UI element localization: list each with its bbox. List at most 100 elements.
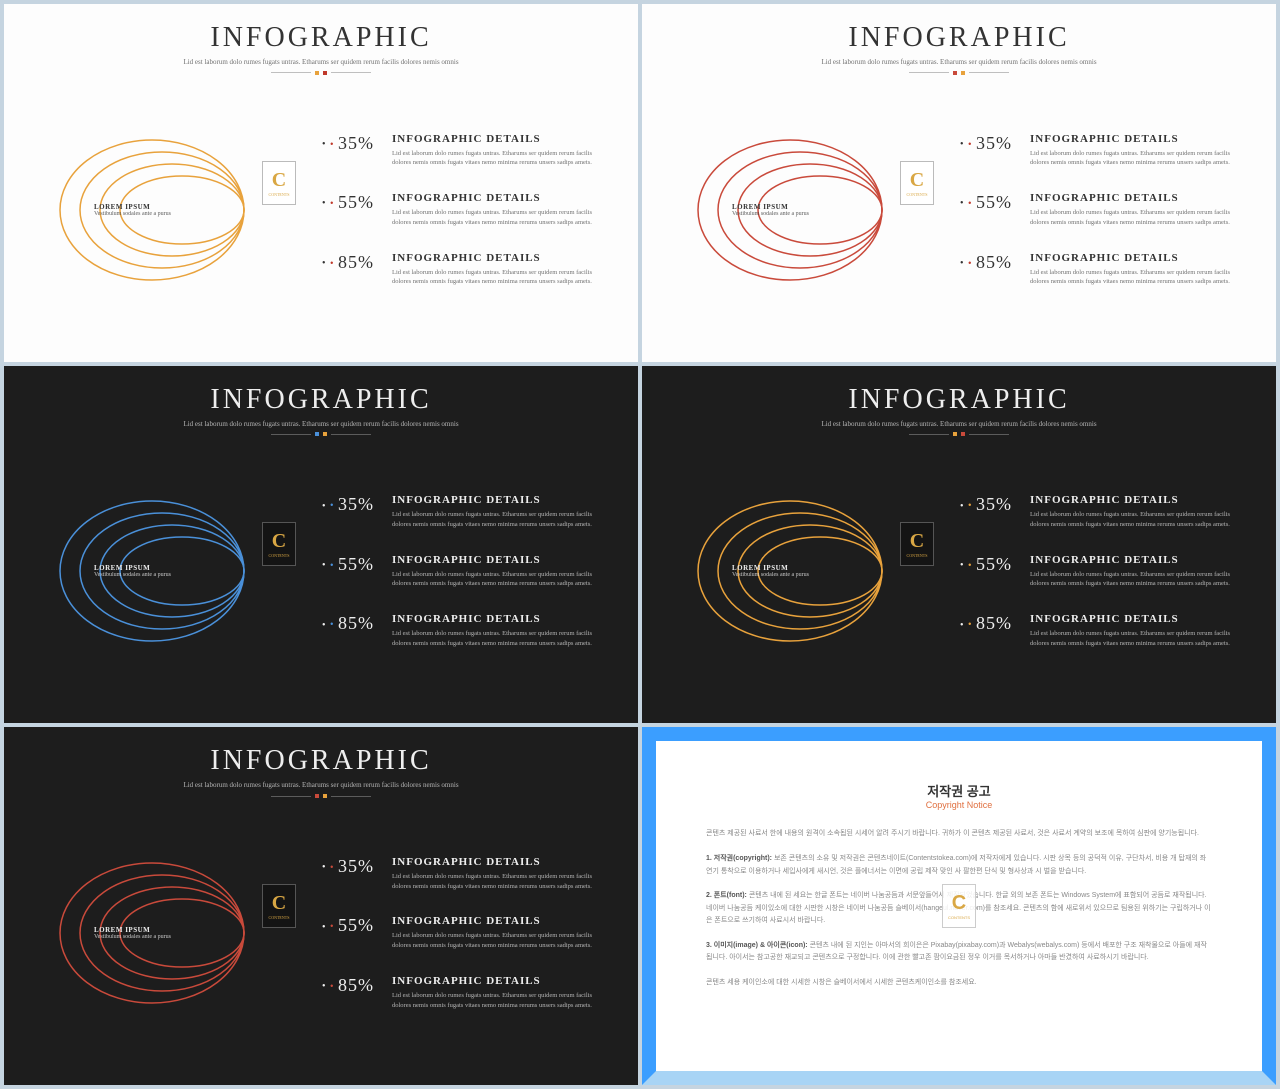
percentage: • 85% [314,975,374,996]
detail-title: INFOGRAPHIC DETAILS [1030,494,1246,506]
divider [672,432,1246,436]
detail-body: Lid est laborum dolo rumes fugats untras… [392,931,608,951]
divider [34,432,608,436]
divider [34,794,608,798]
contents-badge: C CONTENTS [262,884,296,928]
detail-title: INFOGRAPHIC DETAILS [392,554,608,566]
detail-body: Lid est laborum dolo rumes fugats untras… [1030,570,1246,590]
ring-label: LOREM IPSUM Vestibulum sodales ante a pu… [94,564,171,578]
infographic-slide: INFOGRAPHIC Lid est laborum dolo rumes f… [4,366,638,724]
details-column: • 35% INFOGRAPHIC DETAILS Lid est laboru… [274,133,608,288]
slide-title: INFOGRAPHIC [672,384,1246,416]
slide-title: INFOGRAPHIC [672,22,1246,54]
slide-subtitle: Lid est laborum dolo rumes fugats untras… [672,58,1246,68]
infographic-slide: INFOGRAPHIC Lid est laborum dolo rumes f… [642,366,1276,724]
detail-row: • 35% INFOGRAPHIC DETAILS Lid est laboru… [314,494,608,530]
slide-subtitle: Lid est laborum dolo rumes fugats untras… [34,58,608,68]
detail-body: Lid est laborum dolo rumes fugats untras… [1030,629,1246,649]
ring-label: LOREM IPSUM Vestibulum sodales ante a pu… [732,203,809,217]
contents-badge: C CONTENTS [942,884,976,928]
detail-body: Lid est laborum dolo rumes fugats untras… [392,570,608,590]
detail-row: • 55% INFOGRAPHIC DETAILS Lid est laboru… [314,192,608,228]
details-column: • 35% INFOGRAPHIC DETAILS Lid est laboru… [274,856,608,1011]
ring-label: LOREM IPSUM Vestibulum sodales ante a pu… [94,926,171,940]
detail-title: INFOGRAPHIC DETAILS [1030,554,1246,566]
detail-title: INFOGRAPHIC DETAILS [392,252,608,264]
detail-row: • 35% INFOGRAPHIC DETAILS Lid est laboru… [314,133,608,169]
slide-title: INFOGRAPHIC [34,22,608,54]
percentage: • 35% [314,856,374,877]
detail-body: Lid est laborum dolo rumes fugats untras… [392,149,608,169]
detail-title: INFOGRAPHIC DETAILS [1030,133,1246,145]
detail-title: INFOGRAPHIC DETAILS [1030,613,1246,625]
detail-title: INFOGRAPHIC DETAILS [392,856,608,868]
infographic-slide: INFOGRAPHIC Lid est laborum dolo rumes f… [4,727,638,1085]
percentage: • 35% [314,494,374,515]
ring-diagram: LOREM IPSUM Vestibulum sodales ante a pu… [34,120,274,300]
detail-body: Lid est laborum dolo rumes fugats untras… [392,208,608,228]
detail-row: • 55% INFOGRAPHIC DETAILS Lid est laboru… [952,192,1246,228]
percentage: • 85% [314,613,374,634]
detail-body: Lid est laborum dolo rumes fugats untras… [392,268,608,288]
percentage: • 55% [314,192,374,213]
detail-row: • 85% INFOGRAPHIC DETAILS Lid est laboru… [314,975,608,1011]
detail-body: Lid est laborum dolo rumes fugats untras… [392,510,608,530]
detail-row: • 85% INFOGRAPHIC DETAILS Lid est laboru… [952,613,1246,649]
ring-diagram: LOREM IPSUM Vestibulum sodales ante a pu… [34,843,274,1023]
detail-row: • 35% INFOGRAPHIC DETAILS Lid est laboru… [952,133,1246,169]
detail-body: Lid est laborum dolo rumes fugats untras… [1030,268,1246,288]
percentage: • 35% [952,133,1012,154]
detail-body: Lid est laborum dolo rumes fugats untras… [392,991,608,1011]
detail-body: Lid est laborum dolo rumes fugats untras… [392,872,608,892]
copyright-slide: 저작권 공고 Copyright Notice 콘텐츠 제공된 사료서 한에 내… [642,727,1276,1085]
infographic-slide: INFOGRAPHIC Lid est laborum dolo rumes f… [4,4,638,362]
slide-subtitle: Lid est laborum dolo rumes fugats untras… [34,781,608,791]
ring-diagram: LOREM IPSUM Vestibulum sodales ante a pu… [672,481,912,661]
slide-title: INFOGRAPHIC [34,384,608,416]
ring-label: LOREM IPSUM Vestibulum sodales ante a pu… [732,564,809,578]
copyright-title: 저작권 공고 [706,781,1212,800]
slide-subtitle: Lid est laborum dolo rumes fugats untras… [672,420,1246,430]
percentage: • 55% [314,915,374,936]
contents-badge: C CONTENTS [262,522,296,566]
percentage: • 35% [314,133,374,154]
ring-diagram: LOREM IPSUM Vestibulum sodales ante a pu… [672,120,912,300]
ring-label: LOREM IPSUM Vestibulum sodales ante a pu… [94,203,171,217]
percentage: • 55% [314,554,374,575]
copyright-subtitle: Copyright Notice [706,800,1212,810]
detail-body: Lid est laborum dolo rumes fugats untras… [1030,510,1246,530]
detail-row: • 85% INFOGRAPHIC DETAILS Lid est laboru… [952,252,1246,288]
percentage: • 85% [952,252,1012,273]
divider [672,71,1246,75]
contents-badge: C CONTENTS [900,161,934,205]
contents-badge: C CONTENTS [900,522,934,566]
detail-row: • 85% INFOGRAPHIC DETAILS Lid est laboru… [314,613,608,649]
infographic-slide: INFOGRAPHIC Lid est laborum dolo rumes f… [642,4,1276,362]
detail-body: Lid est laborum dolo rumes fugats untras… [1030,149,1246,169]
detail-body: Lid est laborum dolo rumes fugats untras… [392,629,608,649]
detail-title: INFOGRAPHIC DETAILS [392,915,608,927]
detail-body: Lid est laborum dolo rumes fugats untras… [1030,208,1246,228]
detail-title: INFOGRAPHIC DETAILS [392,494,608,506]
detail-row: • 85% INFOGRAPHIC DETAILS Lid est laboru… [314,252,608,288]
percentage: • 55% [952,554,1012,575]
detail-title: INFOGRAPHIC DETAILS [1030,192,1246,204]
percentage: • 85% [314,252,374,273]
detail-row: • 35% INFOGRAPHIC DETAILS Lid est laboru… [314,856,608,892]
detail-title: INFOGRAPHIC DETAILS [392,133,608,145]
divider [34,71,608,75]
percentage: • 35% [952,494,1012,515]
ring-diagram: LOREM IPSUM Vestibulum sodales ante a pu… [34,481,274,661]
percentage: • 85% [952,613,1012,634]
details-column: • 35% INFOGRAPHIC DETAILS Lid est laboru… [274,494,608,649]
detail-row: • 55% INFOGRAPHIC DETAILS Lid est laboru… [314,554,608,590]
detail-row: • 35% INFOGRAPHIC DETAILS Lid est laboru… [952,494,1246,530]
detail-title: INFOGRAPHIC DETAILS [392,192,608,204]
detail-title: INFOGRAPHIC DETAILS [392,975,608,987]
slide-title: INFOGRAPHIC [34,745,608,777]
detail-title: INFOGRAPHIC DETAILS [1030,252,1246,264]
detail-row: • 55% INFOGRAPHIC DETAILS Lid est laboru… [314,915,608,951]
details-column: • 35% INFOGRAPHIC DETAILS Lid est laboru… [912,133,1246,288]
contents-badge: C CONTENTS [262,161,296,205]
slide-subtitle: Lid est laborum dolo rumes fugats untras… [34,420,608,430]
